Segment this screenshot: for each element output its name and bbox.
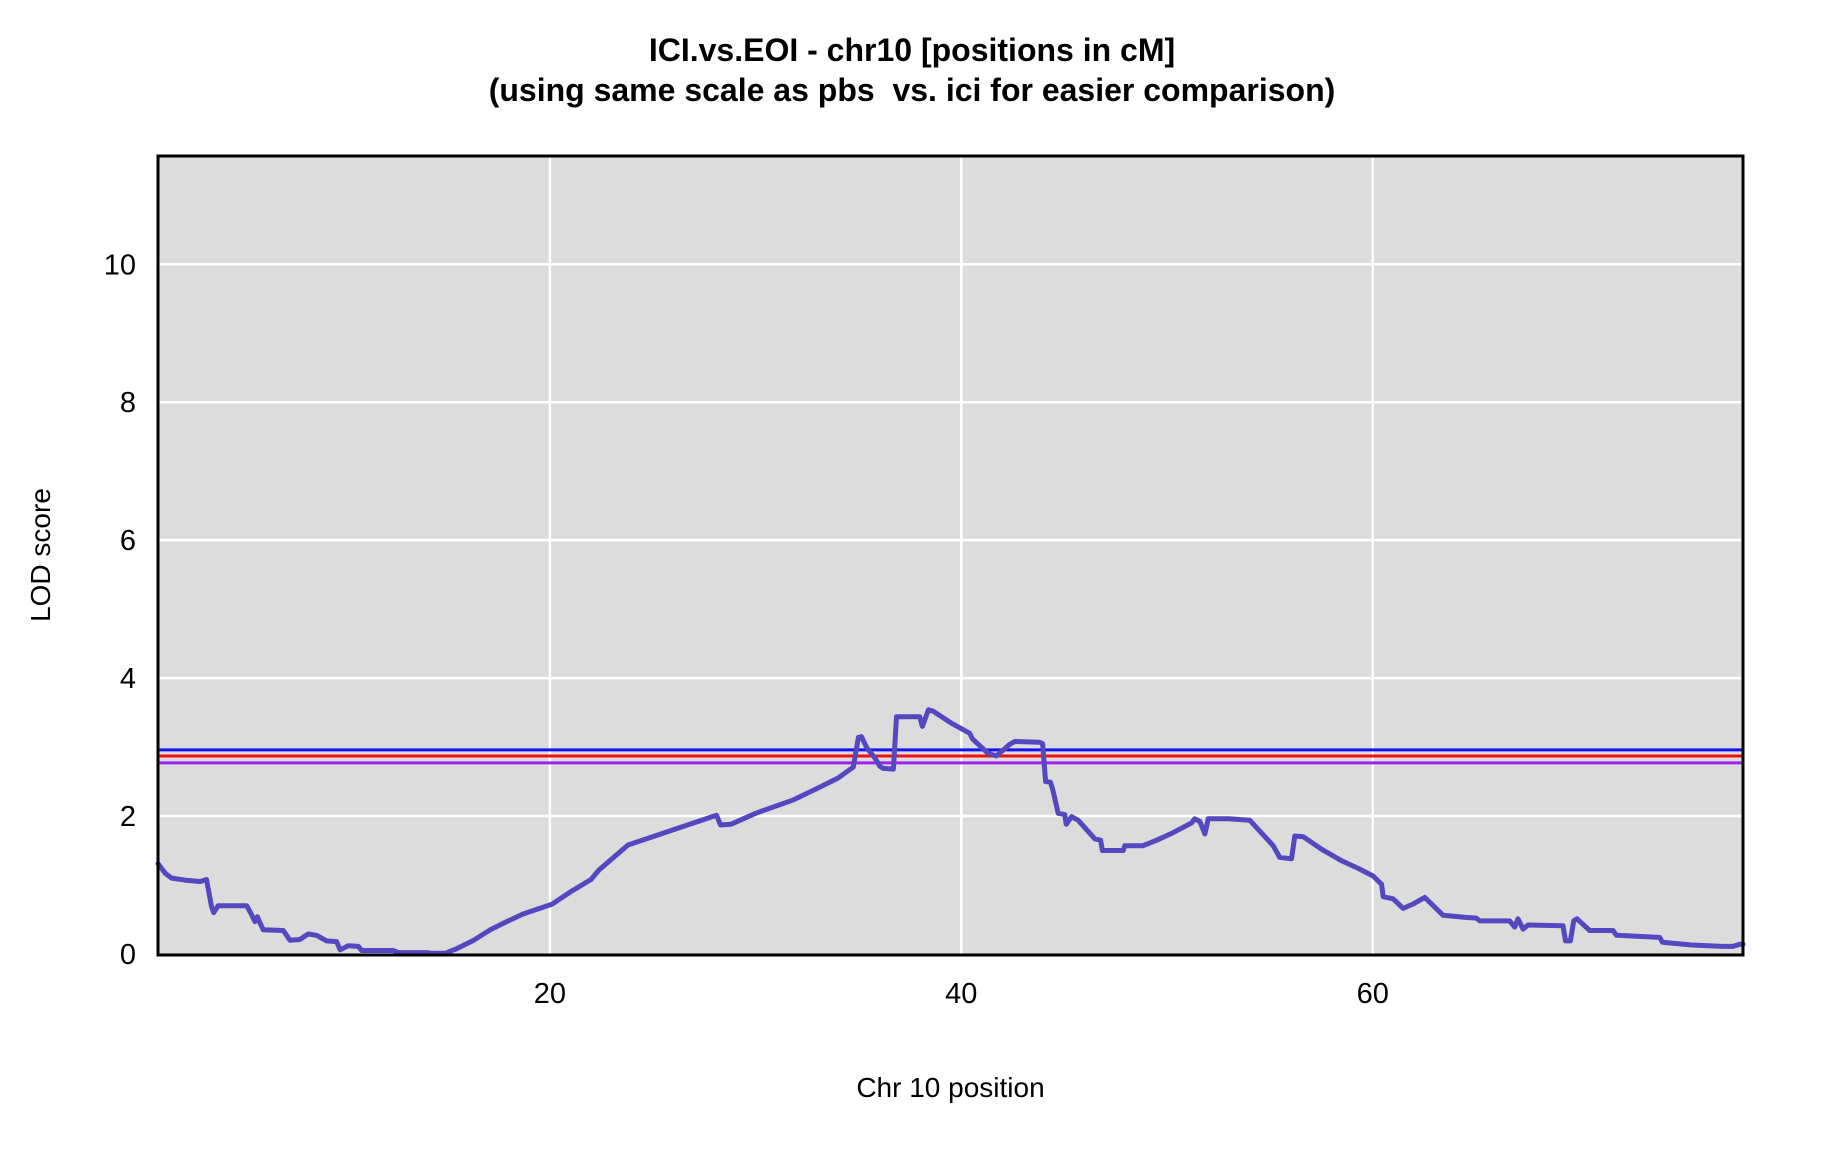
x-axis-label: Chr 10 position [856, 1072, 1045, 1103]
y-tick-label-6: 6 [120, 525, 136, 557]
x-tick-label-20: 20 [534, 978, 566, 1010]
y-tick-label-0: 0 [120, 939, 136, 971]
x-tick-label-40: 40 [945, 978, 977, 1010]
chart-title-block: ICI.vs.EOI - chr10 [positions in cM] (us… [0, 30, 1824, 110]
chart-title: ICI.vs.EOI - chr10 [positions in cM] [648, 32, 1176, 68]
y-tick-label-4: 4 [120, 663, 136, 695]
x-tick-label-60: 60 [1357, 978, 1389, 1010]
plot-border [156, 154, 1745, 957]
y-axis-label: LOD score [25, 488, 56, 622]
y-tick-label-8: 8 [120, 387, 136, 419]
y-tick-label-2: 2 [120, 801, 136, 833]
y-tick-label-10: 10 [104, 249, 136, 281]
chart-subtitle: (using same scale as pbs vs. ici for eas… [488, 72, 1336, 108]
lod-curve-lod [155, 707, 1746, 956]
plot-panel [158, 156, 1743, 955]
